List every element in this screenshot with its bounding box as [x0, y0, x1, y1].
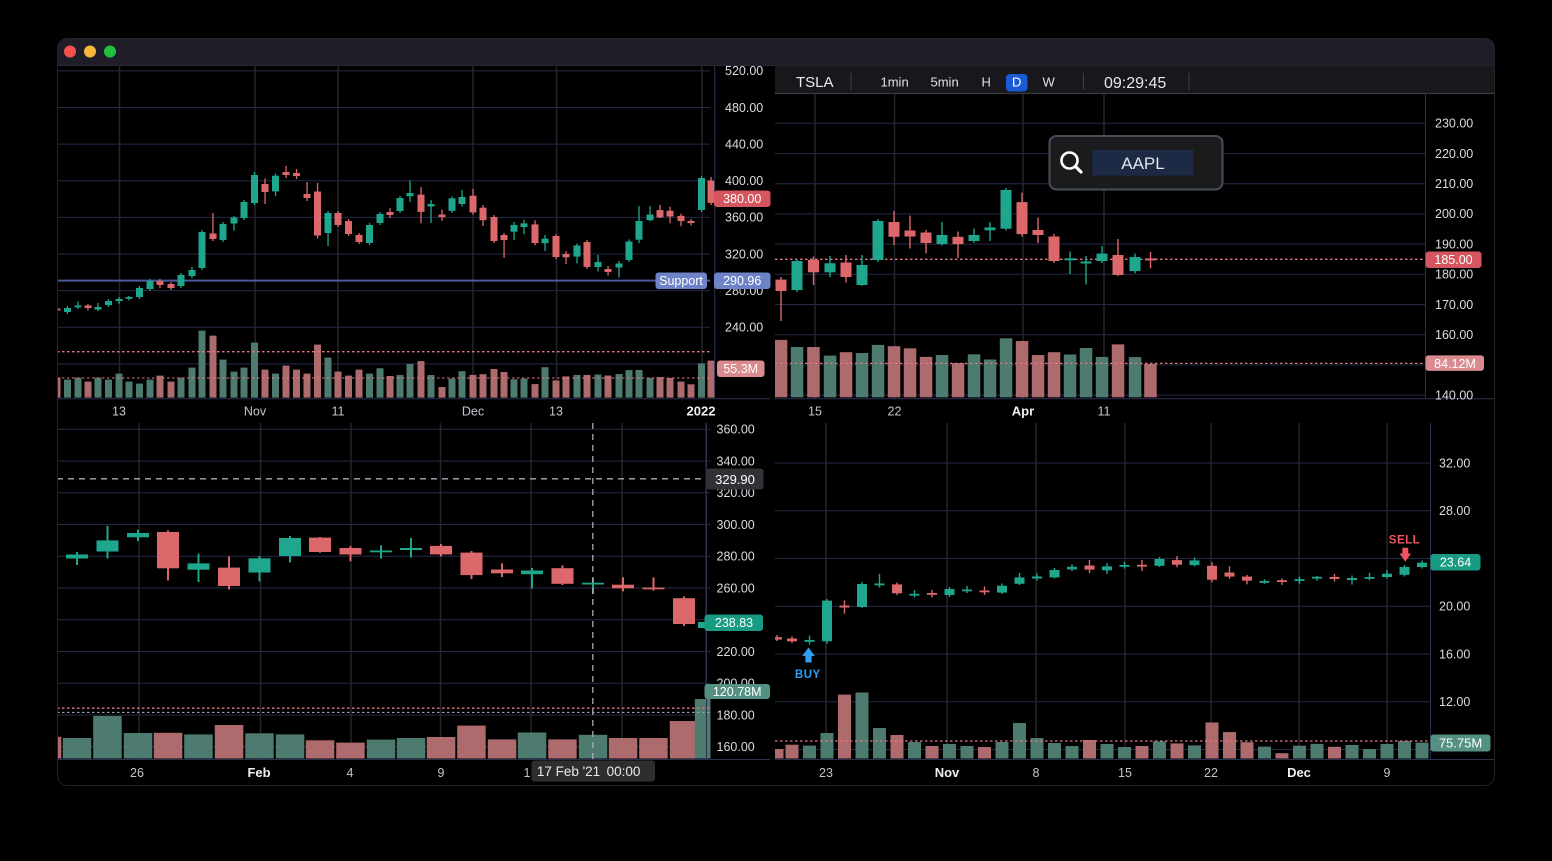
- svg-text:Nov: Nov: [244, 405, 267, 419]
- svg-text:Apr: Apr: [1012, 404, 1034, 419]
- svg-text:26: 26: [130, 766, 144, 780]
- svg-text:11: 11: [332, 405, 345, 419]
- svg-text:280.00: 280.00: [717, 550, 755, 564]
- svg-text:440.00: 440.00: [725, 137, 763, 151]
- svg-text:290.96: 290.96: [723, 274, 761, 288]
- svg-text:22: 22: [888, 405, 902, 419]
- svg-text:1min: 1min: [881, 75, 909, 90]
- svg-text:240.00: 240.00: [725, 321, 763, 335]
- svg-text:170.00: 170.00: [1435, 298, 1473, 312]
- svg-text:220.00: 220.00: [1435, 147, 1473, 161]
- svg-text:09:29:45: 09:29:45: [1104, 75, 1166, 92]
- svg-text:8: 8: [1033, 766, 1040, 780]
- svg-text:23.64: 23.64: [1440, 556, 1471, 570]
- svg-text:180.00: 180.00: [1435, 268, 1473, 282]
- svg-text:360.00: 360.00: [717, 423, 755, 437]
- svg-text:400.00: 400.00: [725, 174, 763, 188]
- svg-text:SELL: SELL: [1389, 535, 1420, 547]
- svg-text:11: 11: [1098, 405, 1111, 419]
- svg-text:2022: 2022: [687, 404, 716, 419]
- svg-text:238.83: 238.83: [715, 616, 753, 630]
- svg-text:380.00: 380.00: [723, 192, 761, 206]
- svg-text:13: 13: [112, 405, 126, 419]
- svg-text:180.00: 180.00: [717, 708, 755, 722]
- svg-text:20.00: 20.00: [1439, 600, 1470, 614]
- svg-text:140.00: 140.00: [1435, 388, 1473, 402]
- svg-text:340.00: 340.00: [717, 454, 755, 468]
- svg-text:300.00: 300.00: [717, 518, 755, 532]
- svg-text:320.00: 320.00: [717, 486, 755, 500]
- svg-text:32.00: 32.00: [1439, 456, 1470, 470]
- svg-text:Nov: Nov: [935, 765, 960, 780]
- svg-text:4: 4: [347, 766, 354, 780]
- svg-text:200.00: 200.00: [1435, 207, 1473, 221]
- svg-text:12.00: 12.00: [1439, 695, 1470, 709]
- svg-text:230.00: 230.00: [1435, 117, 1473, 131]
- svg-text:AAPL: AAPL: [1121, 154, 1164, 173]
- svg-text:15: 15: [1118, 766, 1132, 780]
- svg-text:9: 9: [1384, 766, 1391, 780]
- svg-text:00:00: 00:00: [607, 764, 641, 779]
- svg-text:9: 9: [438, 766, 445, 780]
- svg-text:360.00: 360.00: [725, 211, 763, 225]
- svg-text:185.00: 185.00: [1434, 253, 1472, 267]
- svg-text:160.00: 160.00: [1435, 328, 1473, 342]
- svg-text:75.75M: 75.75M: [1439, 736, 1482, 751]
- svg-text:120.78M: 120.78M: [713, 685, 762, 699]
- svg-text:17 Feb '21: 17 Feb '21: [537, 764, 600, 779]
- svg-text:Dec: Dec: [1287, 765, 1311, 780]
- svg-text:D: D: [1012, 75, 1021, 90]
- svg-text:1: 1: [524, 766, 531, 780]
- svg-text:BUY: BUY: [795, 669, 821, 681]
- svg-text:TSLA: TSLA: [796, 74, 834, 91]
- svg-text:H: H: [982, 75, 991, 90]
- svg-text:480.00: 480.00: [725, 101, 763, 115]
- svg-text:Dec: Dec: [462, 405, 484, 419]
- svg-text:210.00: 210.00: [1435, 177, 1473, 191]
- svg-text:13: 13: [549, 405, 563, 419]
- svg-text:190.00: 190.00: [1435, 237, 1473, 251]
- svg-text:260.00: 260.00: [717, 581, 755, 595]
- svg-text:320.00: 320.00: [725, 247, 763, 261]
- svg-text:W: W: [1043, 75, 1056, 90]
- svg-text:23: 23: [819, 766, 833, 780]
- svg-text:84.12M: 84.12M: [1434, 357, 1476, 371]
- svg-text:Support: Support: [659, 274, 703, 288]
- svg-text:22: 22: [1204, 766, 1218, 780]
- svg-text:16.00: 16.00: [1439, 647, 1470, 661]
- svg-text:5min: 5min: [931, 75, 959, 90]
- svg-text:Feb: Feb: [247, 765, 270, 780]
- svg-text:160.00: 160.00: [717, 740, 755, 754]
- svg-text:55.3M: 55.3M: [723, 362, 758, 376]
- svg-text:329.90: 329.90: [715, 472, 755, 487]
- svg-text:520.00: 520.00: [725, 64, 763, 78]
- svg-text:15: 15: [808, 405, 822, 419]
- svg-text:28.00: 28.00: [1439, 504, 1470, 518]
- svg-text:220.00: 220.00: [717, 645, 755, 659]
